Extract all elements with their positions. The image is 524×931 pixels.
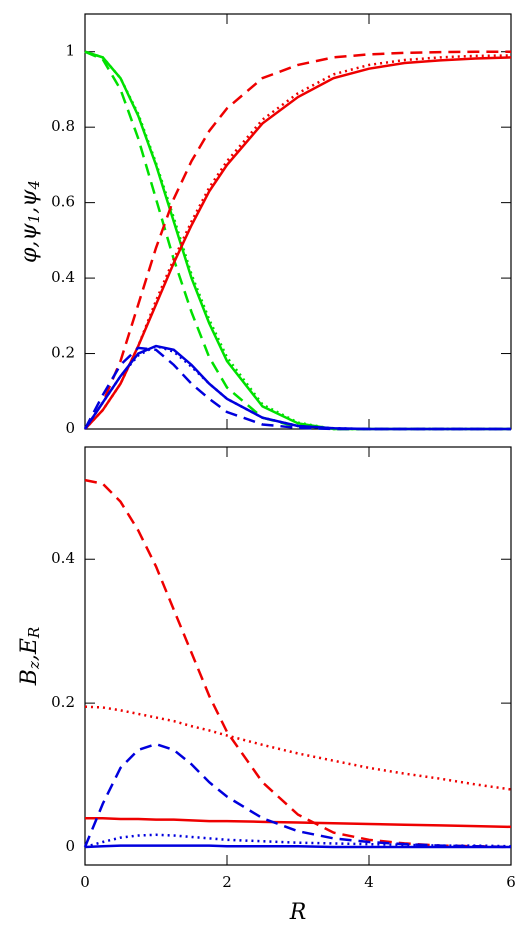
series-line: [83, 344, 511, 431]
x-axis-label: R: [289, 900, 307, 925]
y-axis-label-sub: R: [25, 627, 43, 639]
y-tick-label: 0.2: [51, 693, 75, 711]
y-axis-label-sub: 1: [25, 214, 43, 224]
y-axis-label-part: ,ψ: [17, 189, 42, 214]
y-tick-label: 0.4: [51, 549, 75, 567]
x-tick-label: 0: [80, 873, 90, 891]
series-line: [84, 478, 512, 849]
plot-frame: [84, 13, 512, 430]
series-line: [84, 50, 511, 431]
y-tick-label: 1: [65, 42, 75, 60]
y-axis-label: φ,ψ1,ψ4: [17, 180, 43, 263]
series-line: [83, 742, 512, 849]
x-tick-label: 6: [506, 873, 516, 891]
y-axis-label-part: B: [17, 669, 42, 686]
series-line: [84, 844, 511, 849]
y-axis-label-sub: 4: [25, 180, 43, 191]
series-line: [85, 816, 512, 829]
plot-frame: [84, 446, 512, 866]
y-tick-label: 0.4: [51, 268, 75, 286]
series-line: [84, 50, 511, 431]
y-tick-label: 0.8: [51, 117, 75, 135]
y-axis-label-part: ,E: [17, 638, 42, 661]
series-line: [83, 346, 511, 431]
y-axis-label: Bz,ER: [17, 627, 43, 686]
y-tick-label: 0.6: [51, 193, 75, 211]
series-line: [84, 705, 512, 791]
series-line: [83, 50, 511, 430]
series-line: [84, 50, 511, 431]
panel: 00.20.40.60.81φ,ψ1,ψ4: [17, 13, 512, 437]
y-tick-label: 0: [65, 837, 75, 855]
y-tick-label: 0.2: [51, 344, 75, 362]
series-line: [84, 54, 512, 430]
y-axis-label-sub: z: [25, 661, 43, 670]
series-line: [84, 833, 512, 849]
y-axis-label-part: φ,ψ: [17, 223, 42, 263]
x-tick-label: 4: [364, 873, 374, 891]
series-line: [83, 344, 511, 431]
x-tick-label: 2: [222, 873, 232, 891]
series-line: [84, 56, 512, 430]
y-tick-label: 0: [65, 419, 75, 437]
